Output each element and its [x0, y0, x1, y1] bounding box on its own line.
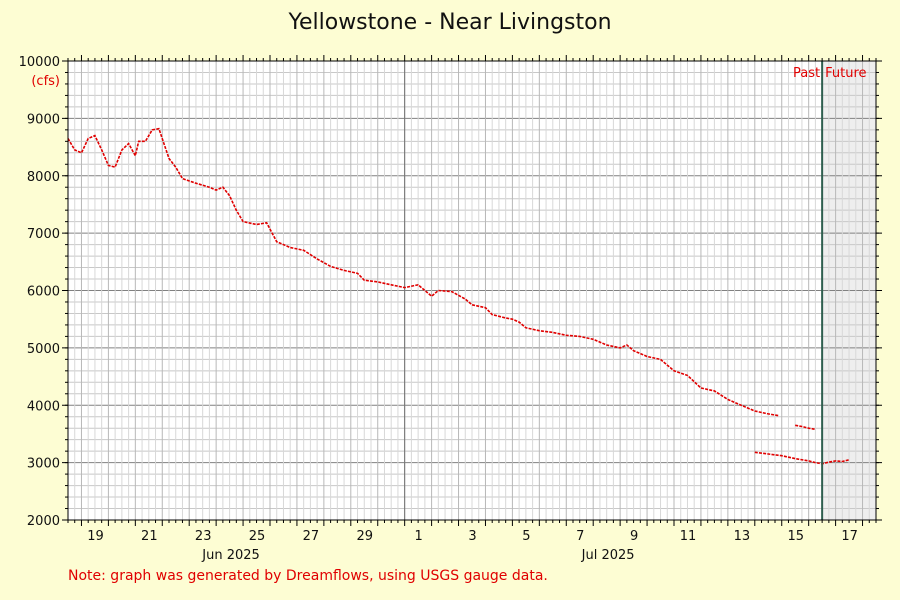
x-tick-label: 21 — [141, 529, 158, 544]
flow-series-line — [754, 451, 850, 465]
y-tick-label: 6000 — [27, 285, 60, 300]
x-tick-label: 23 — [195, 529, 212, 544]
x-tick-label: 11 — [680, 529, 697, 544]
plot-frame — [67, 60, 877, 521]
x-tick-label: 7 — [576, 529, 584, 544]
past-label: Past — [793, 66, 820, 81]
x-tick-label: 19 — [87, 529, 104, 544]
y-tick-label: 7000 — [27, 227, 60, 242]
x-tick-label: 5 — [522, 529, 530, 544]
x-tick-label: 9 — [630, 529, 638, 544]
future-label: Future — [825, 66, 866, 81]
x-tick-label: 15 — [787, 529, 804, 544]
y-tick-label: 8000 — [27, 170, 60, 185]
x-tick-label: 27 — [303, 529, 320, 544]
y-tick-label: 2000 — [27, 514, 60, 529]
flow-series-line — [795, 424, 816, 431]
y-tick-label: 5000 — [27, 342, 60, 357]
y-tick-label: 9000 — [27, 112, 60, 127]
chart-note: Note: graph was generated by Dreamflows,… — [68, 568, 548, 584]
y-tick-label: 4000 — [27, 399, 60, 414]
y-tick-label: 3000 — [27, 457, 60, 472]
chart-title: Yellowstone - Near Livingston — [288, 10, 612, 35]
x-tick-label: 25 — [249, 529, 266, 544]
month-label: Jun 2025 — [201, 548, 260, 563]
x-tick-label: 17 — [841, 529, 858, 544]
month-label: Jul 2025 — [581, 548, 635, 563]
x-tick-label: 29 — [357, 529, 374, 544]
x-tick-label: 13 — [734, 529, 751, 544]
flow-series-line — [67, 127, 779, 417]
y-tick-label: 10000 — [19, 55, 60, 70]
x-tick-label: 1 — [415, 529, 423, 544]
y-axis-unit-label: (cfs) — [31, 74, 60, 89]
x-tick-label: 3 — [468, 529, 476, 544]
